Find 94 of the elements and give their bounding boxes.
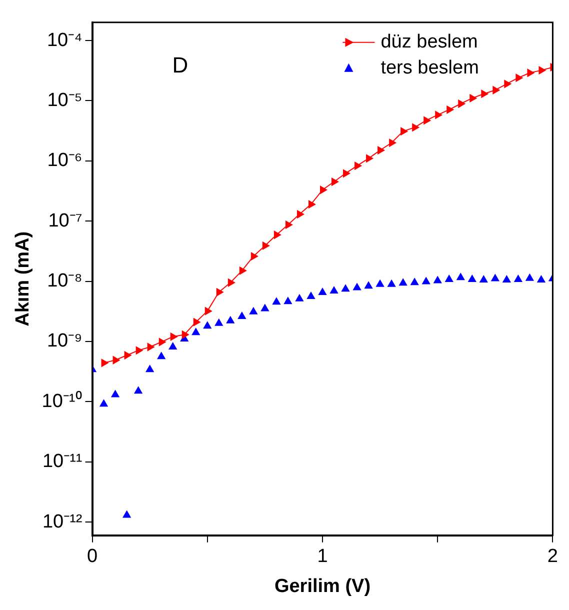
point bbox=[458, 99, 466, 108]
point bbox=[110, 390, 120, 398]
point bbox=[400, 126, 408, 136]
point bbox=[538, 66, 546, 75]
point bbox=[332, 177, 339, 186]
point bbox=[214, 318, 224, 326]
point bbox=[168, 342, 178, 350]
point bbox=[216, 288, 224, 296]
y-tick-label: 10⁻¹¹ bbox=[42, 451, 82, 472]
legend-label: ters beslem bbox=[380, 58, 479, 79]
point bbox=[272, 297, 281, 305]
point bbox=[136, 346, 144, 355]
point bbox=[341, 284, 350, 292]
point bbox=[250, 252, 258, 261]
point bbox=[354, 161, 362, 170]
point bbox=[536, 275, 546, 283]
point bbox=[343, 169, 351, 178]
point bbox=[446, 105, 454, 114]
point bbox=[296, 210, 304, 219]
point bbox=[422, 276, 430, 284]
x-tick-label: 1 bbox=[317, 546, 328, 568]
point bbox=[193, 318, 201, 326]
x-tick-label: 2 bbox=[547, 546, 558, 568]
point bbox=[228, 278, 236, 287]
point bbox=[170, 332, 178, 342]
point bbox=[490, 274, 500, 282]
point bbox=[378, 146, 386, 155]
point bbox=[182, 330, 190, 339]
y-tick-label: 10⁻⁸ bbox=[47, 270, 82, 292]
point bbox=[145, 364, 154, 372]
point bbox=[295, 294, 304, 302]
point bbox=[122, 510, 132, 518]
point bbox=[306, 291, 316, 299]
point bbox=[387, 279, 396, 287]
point bbox=[468, 274, 476, 282]
point bbox=[412, 123, 420, 132]
point bbox=[157, 352, 166, 360]
annotation: D bbox=[172, 52, 188, 78]
point bbox=[239, 266, 247, 276]
point bbox=[134, 386, 143, 394]
y-tick-label: 10⁻⁶ bbox=[47, 150, 82, 172]
point bbox=[226, 316, 235, 324]
point bbox=[330, 286, 338, 294]
point bbox=[504, 80, 512, 88]
y-tick-label: 10⁻⁴ bbox=[46, 30, 82, 51]
point bbox=[366, 154, 374, 163]
y-axis-title: Akım (mA) bbox=[12, 231, 34, 326]
point bbox=[320, 186, 328, 194]
point bbox=[158, 338, 166, 346]
point bbox=[424, 116, 432, 125]
point bbox=[389, 138, 397, 148]
point bbox=[147, 342, 155, 352]
point bbox=[492, 86, 500, 94]
point bbox=[502, 275, 511, 283]
point bbox=[260, 304, 270, 312]
point bbox=[376, 279, 384, 287]
point bbox=[274, 230, 282, 240]
point bbox=[192, 328, 200, 336]
point bbox=[516, 73, 524, 82]
point bbox=[481, 90, 489, 98]
point bbox=[285, 220, 293, 230]
point bbox=[398, 278, 408, 286]
point bbox=[112, 356, 120, 364]
y-tick-label: 10⁻⁹ bbox=[46, 330, 82, 352]
point bbox=[479, 275, 488, 283]
point bbox=[514, 274, 523, 282]
point bbox=[352, 282, 362, 290]
point bbox=[124, 350, 132, 360]
point bbox=[433, 276, 442, 284]
point bbox=[410, 278, 419, 286]
point bbox=[456, 272, 465, 280]
point bbox=[238, 311, 246, 319]
point bbox=[318, 288, 327, 296]
y-tick-label: 10⁻⁵ bbox=[47, 90, 82, 111]
point bbox=[364, 281, 373, 289]
point bbox=[203, 321, 212, 329]
x-axis-title: Gerilim (V) bbox=[274, 576, 371, 597]
point bbox=[249, 306, 258, 314]
y-tick-label: 10⁻⁷ bbox=[48, 210, 82, 232]
point bbox=[101, 358, 109, 368]
point bbox=[204, 306, 212, 316]
point bbox=[525, 273, 534, 281]
point bbox=[435, 110, 443, 120]
point bbox=[470, 94, 478, 103]
point bbox=[308, 200, 316, 209]
point bbox=[444, 274, 454, 282]
point bbox=[527, 68, 535, 78]
x-tick-label: 0 bbox=[86, 546, 98, 568]
point bbox=[99, 399, 108, 407]
point bbox=[284, 296, 292, 304]
y-tick-label: 10⁻¹² bbox=[42, 511, 82, 532]
y-tick-label: 10⁻¹⁰ bbox=[42, 390, 82, 412]
point bbox=[262, 241, 270, 250]
legend-label: düz beslem bbox=[380, 32, 478, 53]
